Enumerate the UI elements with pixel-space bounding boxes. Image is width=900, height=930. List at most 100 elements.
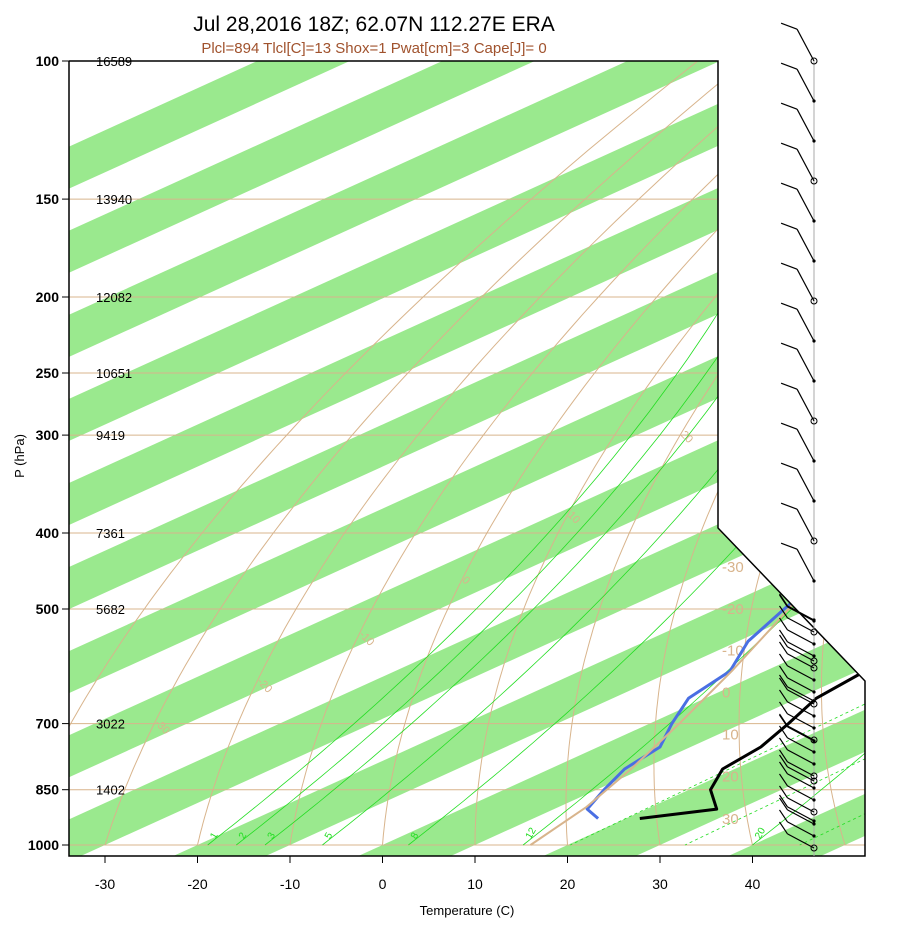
wind-barb-dot: [812, 822, 816, 826]
wind-barb-shaft: [787, 686, 815, 702]
wind-barb-shaft: [796, 548, 815, 582]
wind-calm-circle: [810, 736, 818, 744]
wind-barb: [779, 773, 816, 802]
pressure-tick-label: 300: [36, 427, 60, 443]
wind-barb-dot: [812, 642, 816, 646]
dry-adiabat-line: [382, 61, 865, 846]
wind-barb-flag: [780, 422, 798, 430]
pressure-tick-label: 200: [36, 289, 60, 305]
isotherm-band: [69, 61, 865, 856]
wind-barb-shaft: [787, 665, 815, 681]
isotherm-band: [69, 61, 581, 856]
wind-calm-circle: [810, 57, 818, 65]
height-label: 9419: [96, 428, 125, 443]
wind-barb: [780, 422, 816, 463]
wind-calm-circle: [810, 777, 818, 785]
chart-title: Jul 28,2016 18Z; 62.07N 112.27E ERA: [193, 13, 555, 36]
isotherm-band: [69, 61, 865, 856]
wind-barb-shaft: [787, 833, 815, 849]
temperature-tick-label: 40: [745, 876, 761, 892]
wind-barb: [779, 701, 816, 730]
isotherm-band: [69, 61, 766, 856]
wind-barb: [780, 382, 818, 425]
wind-barb-flag: [779, 761, 788, 775]
isotherm-label: -30: [722, 559, 744, 576]
wind-barb: [779, 677, 818, 708]
wind-barb-shaft: [787, 761, 815, 777]
temperature-tick-label: 30: [652, 876, 668, 892]
wind-barb-flag: [779, 689, 788, 703]
wind-barb: [779, 641, 818, 672]
wind-barb-shaft: [787, 806, 815, 822]
wind-barb-shaft: [787, 766, 815, 782]
temperature-tick-label: -30: [95, 876, 115, 892]
wind-calm-circle: [810, 664, 818, 672]
wind-barb-flag: [780, 542, 798, 550]
wind-barb: [780, 342, 816, 383]
wind-barb-shaft: [796, 28, 815, 62]
wind-barb-shaft: [787, 785, 815, 801]
height-label: 12082: [96, 290, 132, 305]
dry-adiabat-line: [69, 61, 699, 846]
wind-barb-shaft: [787, 809, 815, 825]
pressure-tick-label: 850: [36, 782, 60, 798]
wind-barb: [779, 785, 818, 816]
wind-barb-dot: [812, 219, 816, 223]
height-label: 1402: [96, 783, 125, 798]
wind-barb-shaft: [796, 308, 815, 342]
wind-barb-dot: [812, 678, 816, 682]
isotherm-band: [69, 61, 865, 856]
wind-barb-flag: [779, 725, 788, 739]
wind-barb-shaft: [787, 629, 815, 645]
wind-barb-dot: [812, 786, 816, 790]
wind-barb-shaft: [796, 68, 815, 102]
height-label: 5682: [96, 602, 125, 617]
dry-adiabat-line: [474, 61, 865, 845]
isotherm-band: [76, 61, 865, 856]
wind-barb-shaft: [787, 641, 815, 657]
pressure-tick-label: 400: [36, 525, 60, 541]
pressure-tick-label: 150: [36, 191, 60, 207]
wind-barb: [780, 182, 816, 223]
moist-adiabat-label: 12: [524, 826, 539, 842]
wind-barb-dot: [812, 499, 816, 503]
wind-barb-shaft: [796, 268, 815, 302]
wind-barb-dot: [812, 259, 816, 263]
moist-adiabat-line: [322, 296, 844, 846]
dry-adiabat-line: [289, 61, 842, 846]
wind-barb-dot: [812, 762, 816, 766]
wind-barb: [779, 797, 816, 826]
moist-adiabat-line: [264, 296, 786, 846]
wind-barb-dot: [812, 726, 816, 730]
wind-barb-shaft: [796, 148, 815, 182]
pressure-tick-label: 500: [36, 601, 60, 617]
wind-barb-dot: [812, 798, 816, 802]
pressure-tick-label: 700: [36, 716, 60, 732]
wind-calm-circle: [810, 537, 818, 545]
wind-barb: [780, 542, 816, 583]
wind-barb: [779, 689, 816, 718]
moist-adiabat-label: 8: [409, 830, 422, 841]
wind-barb-dot: [812, 379, 816, 383]
wind-barb-shaft: [787, 605, 815, 621]
height-label: 7361: [96, 526, 125, 541]
temperature-profile-line: [639, 61, 865, 820]
wind-barb-shaft: [787, 617, 815, 633]
wind-calm-circle: [810, 628, 818, 636]
wind-barb: [780, 302, 816, 343]
dry-adiabat-line: [821, 61, 865, 846]
wind-barb-flag: [779, 593, 788, 607]
wind-barb-dot: [812, 139, 816, 143]
temperature-tick-label: 0: [379, 876, 387, 892]
wind-barb-flag: [779, 665, 788, 679]
wind-barb-flag: [779, 605, 788, 619]
wind-barb-shaft: [787, 606, 815, 622]
wind-barb-flag: [779, 809, 788, 823]
wind-calm-circle: [810, 297, 818, 305]
wind-calm-circle: [810, 417, 818, 425]
wind-barb-shaft: [796, 228, 815, 262]
wind-barb-flag: [779, 674, 788, 688]
wind-barb-shaft: [787, 797, 815, 813]
wind-barb-shaft: [787, 646, 815, 662]
pressure-tick-label: 250: [36, 365, 60, 381]
